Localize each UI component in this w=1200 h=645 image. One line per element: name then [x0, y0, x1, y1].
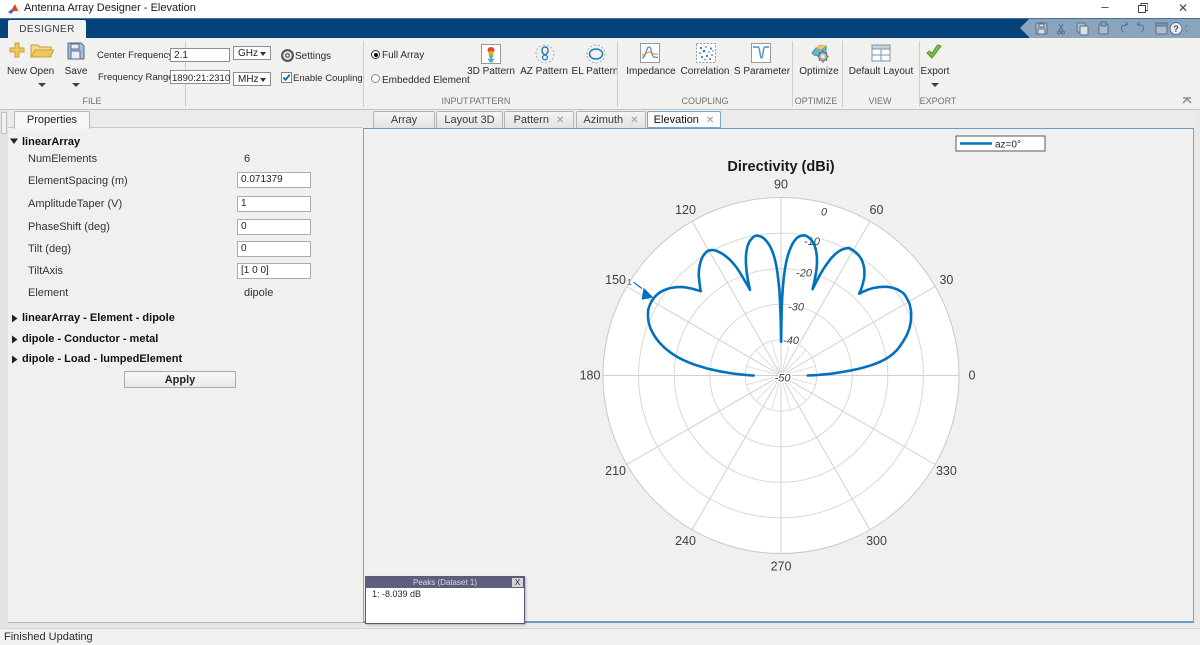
- svg-text:0: 0: [821, 207, 828, 219]
- svg-text:-30: -30: [788, 302, 805, 314]
- svg-text:60: 60: [870, 203, 884, 217]
- svg-text:210: 210: [605, 464, 626, 478]
- svg-text:270: 270: [771, 560, 792, 574]
- svg-text:-40: -40: [783, 335, 800, 347]
- svg-text:300: 300: [866, 534, 887, 548]
- svg-text:240: 240: [675, 534, 696, 548]
- svg-text:90: 90: [774, 178, 788, 192]
- svg-text:-50: -50: [775, 373, 792, 385]
- svg-text:30: 30: [939, 273, 953, 287]
- svg-text:?: ?: [1173, 24, 1179, 34]
- svg-text:150: 150: [605, 273, 626, 287]
- svg-text:Directivity (dBi): Directivity (dBi): [727, 159, 834, 175]
- svg-text:120: 120: [675, 203, 696, 217]
- svg-text:330: 330: [936, 464, 957, 478]
- svg-text:0: 0: [969, 369, 976, 383]
- svg-text:180: 180: [580, 369, 601, 383]
- svg-text:-20: -20: [796, 268, 813, 280]
- svg-text:az=0°: az=0°: [995, 140, 1021, 151]
- svg-text:1: 1: [627, 277, 632, 287]
